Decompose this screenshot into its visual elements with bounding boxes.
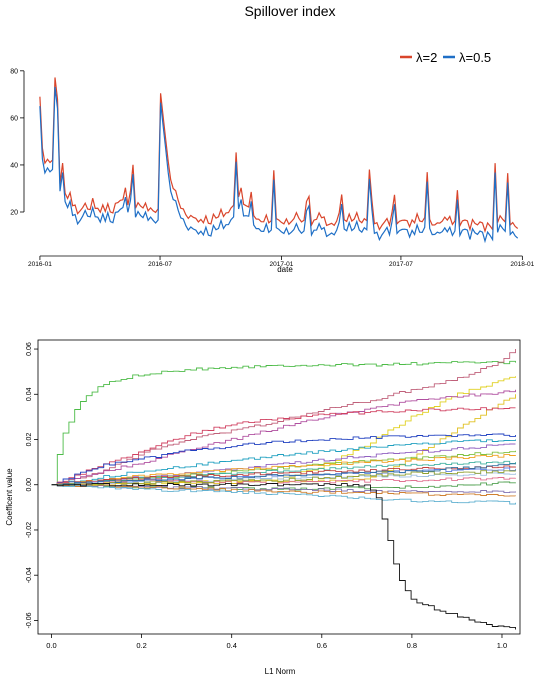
coefficient-path xyxy=(51,463,516,486)
coefficient-path xyxy=(51,433,516,486)
y-tick-label: 0.06 xyxy=(26,342,33,356)
chart-title: Spillover index xyxy=(244,3,335,19)
coefficient-path xyxy=(51,407,516,486)
coefficient-path xyxy=(51,484,516,505)
legend: λ=2 λ=0.5 xyxy=(400,50,491,65)
y-tick-label: -0.04 xyxy=(26,567,33,583)
coefficient-path xyxy=(51,454,516,486)
x-tick-label: 0.6 xyxy=(317,641,327,650)
x-tick-label: 2017-01 xyxy=(270,261,294,268)
y-tick-label: -0.02 xyxy=(26,522,33,538)
x-axis-label: L1 Norm xyxy=(265,667,296,676)
spillover-series xyxy=(39,77,519,244)
legend-label-lambda05: λ=0.5 xyxy=(459,50,491,65)
coefficient-axes: 0.0 0.2 0.4 0.6 0.8 1.0 -0.06 -0.04 -0.02 0.00 0.0… xyxy=(26,342,507,650)
y-tick-label: 0.00 xyxy=(26,478,33,492)
legend-label-lambda2: λ=2 xyxy=(416,50,437,65)
x-tick-label: 2016-01 xyxy=(28,261,52,268)
coefficient-path xyxy=(51,389,516,486)
series-line-lambda2 xyxy=(39,77,519,234)
x-tick-label: 0.0 xyxy=(46,641,56,650)
x-tick-label: 2016-07 xyxy=(148,261,172,268)
coefficient-path xyxy=(51,465,516,486)
coefficient-path xyxy=(51,482,516,630)
y-tick-label: 0.04 xyxy=(26,387,33,401)
y-tick-label: 0.02 xyxy=(26,433,33,447)
y-tick-label: 60 xyxy=(10,115,18,122)
y-tick-label: -0.06 xyxy=(26,612,33,628)
coefficient-path xyxy=(51,484,516,497)
x-tick-label: 2017-07 xyxy=(389,261,413,268)
coefficient-path-chart: 0.0 0.2 0.4 0.6 0.8 1.0 -0.06 -0.04 -0.02 0.00 0.0… xyxy=(5,339,521,676)
coefficient-path xyxy=(51,360,516,486)
x-tick-label: 1.0 xyxy=(497,641,507,650)
spillover-axes: 20 40 60 80 2016-01 2016-07 2017-01 2017-07 2018… xyxy=(10,68,534,268)
coefficient-path xyxy=(51,439,516,486)
coefficient-path xyxy=(51,483,516,494)
series-line-lambda05 xyxy=(39,86,519,244)
coefficient-path xyxy=(51,349,516,486)
y-tick-label: 40 xyxy=(10,162,18,169)
x-tick-label: 0.2 xyxy=(136,641,146,650)
y-axis-label: Coefficent value xyxy=(5,468,14,526)
x-tick-label: 0.4 xyxy=(226,641,236,650)
plot-frame xyxy=(37,339,521,635)
x-axis-label: date xyxy=(277,265,293,274)
coefficient-path xyxy=(51,460,516,487)
x-tick-label: 0.8 xyxy=(407,641,417,650)
y-tick-label: 80 xyxy=(10,68,18,75)
x-tick-label: 2018-01 xyxy=(510,261,534,268)
y-tick-label: 20 xyxy=(10,210,18,217)
coefficient-paths xyxy=(51,349,516,630)
